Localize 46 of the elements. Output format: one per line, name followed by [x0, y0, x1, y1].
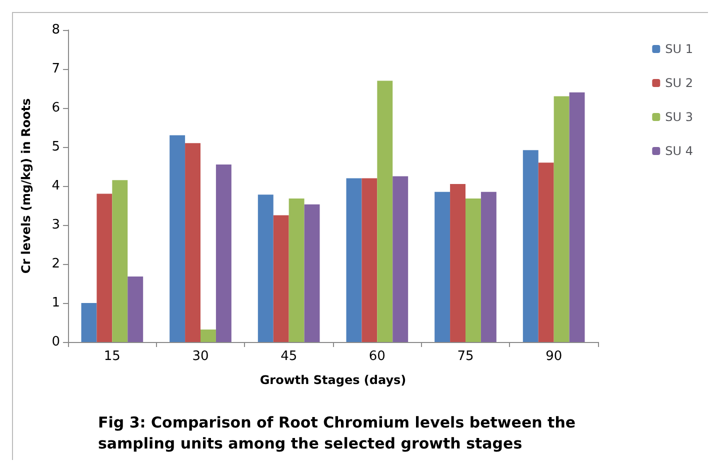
bar [185, 143, 200, 342]
x-tick-label: 30 [192, 349, 209, 364]
y-tick-label: 3 [52, 218, 60, 232]
y-tick-label: 5 [52, 140, 60, 154]
bar [554, 96, 570, 342]
bar [480, 192, 496, 342]
legend-label: SU 3 [665, 110, 694, 124]
bar [112, 180, 128, 342]
bar [522, 150, 538, 342]
x-axis-title: Growth Stages (days) [260, 373, 406, 387]
legend-label: SU 4 [665, 144, 694, 158]
y-axis-title: Cr levels (mg/kg) in Roots [19, 98, 33, 274]
bar [81, 303, 97, 342]
bar [273, 215, 289, 342]
bar [288, 198, 304, 342]
y-tick-label: 4 [52, 178, 60, 194]
caption: Fig 3: Comparison of Root Chromium levels between the sampling units among the selected growth stages [98, 414, 581, 452]
legend-label: SU 2 [665, 76, 694, 90]
y-tick-label: 8 [52, 22, 60, 38]
y-tick-label: 1 [52, 296, 60, 310]
bar [362, 178, 378, 342]
x-tick-label: 15 [104, 349, 120, 364]
bar [258, 194, 274, 342]
legend-label: SU 1 [665, 42, 694, 56]
y-tick-label: 7 [52, 62, 60, 76]
y-tick-label: 2 [52, 256, 60, 272]
bar [170, 135, 186, 342]
bar [392, 176, 408, 342]
y-tick-label: 6 [52, 100, 60, 116]
bar [346, 178, 362, 342]
x-tick-label: 60 [368, 349, 386, 364]
bar [200, 330, 216, 342]
y-tick-label: 0 [52, 334, 60, 350]
x-tick-label: 90 [546, 349, 562, 364]
bar [538, 162, 554, 342]
bar [128, 276, 144, 342]
bar [450, 184, 466, 342]
bar [216, 164, 232, 342]
bar [434, 192, 450, 342]
bar [466, 198, 481, 342]
bar [569, 92, 585, 342]
x-tick-label: 75 [457, 349, 474, 364]
bar [304, 204, 320, 342]
bar [96, 194, 112, 342]
x-tick-label: 45 [280, 349, 298, 364]
bar [377, 80, 393, 342]
